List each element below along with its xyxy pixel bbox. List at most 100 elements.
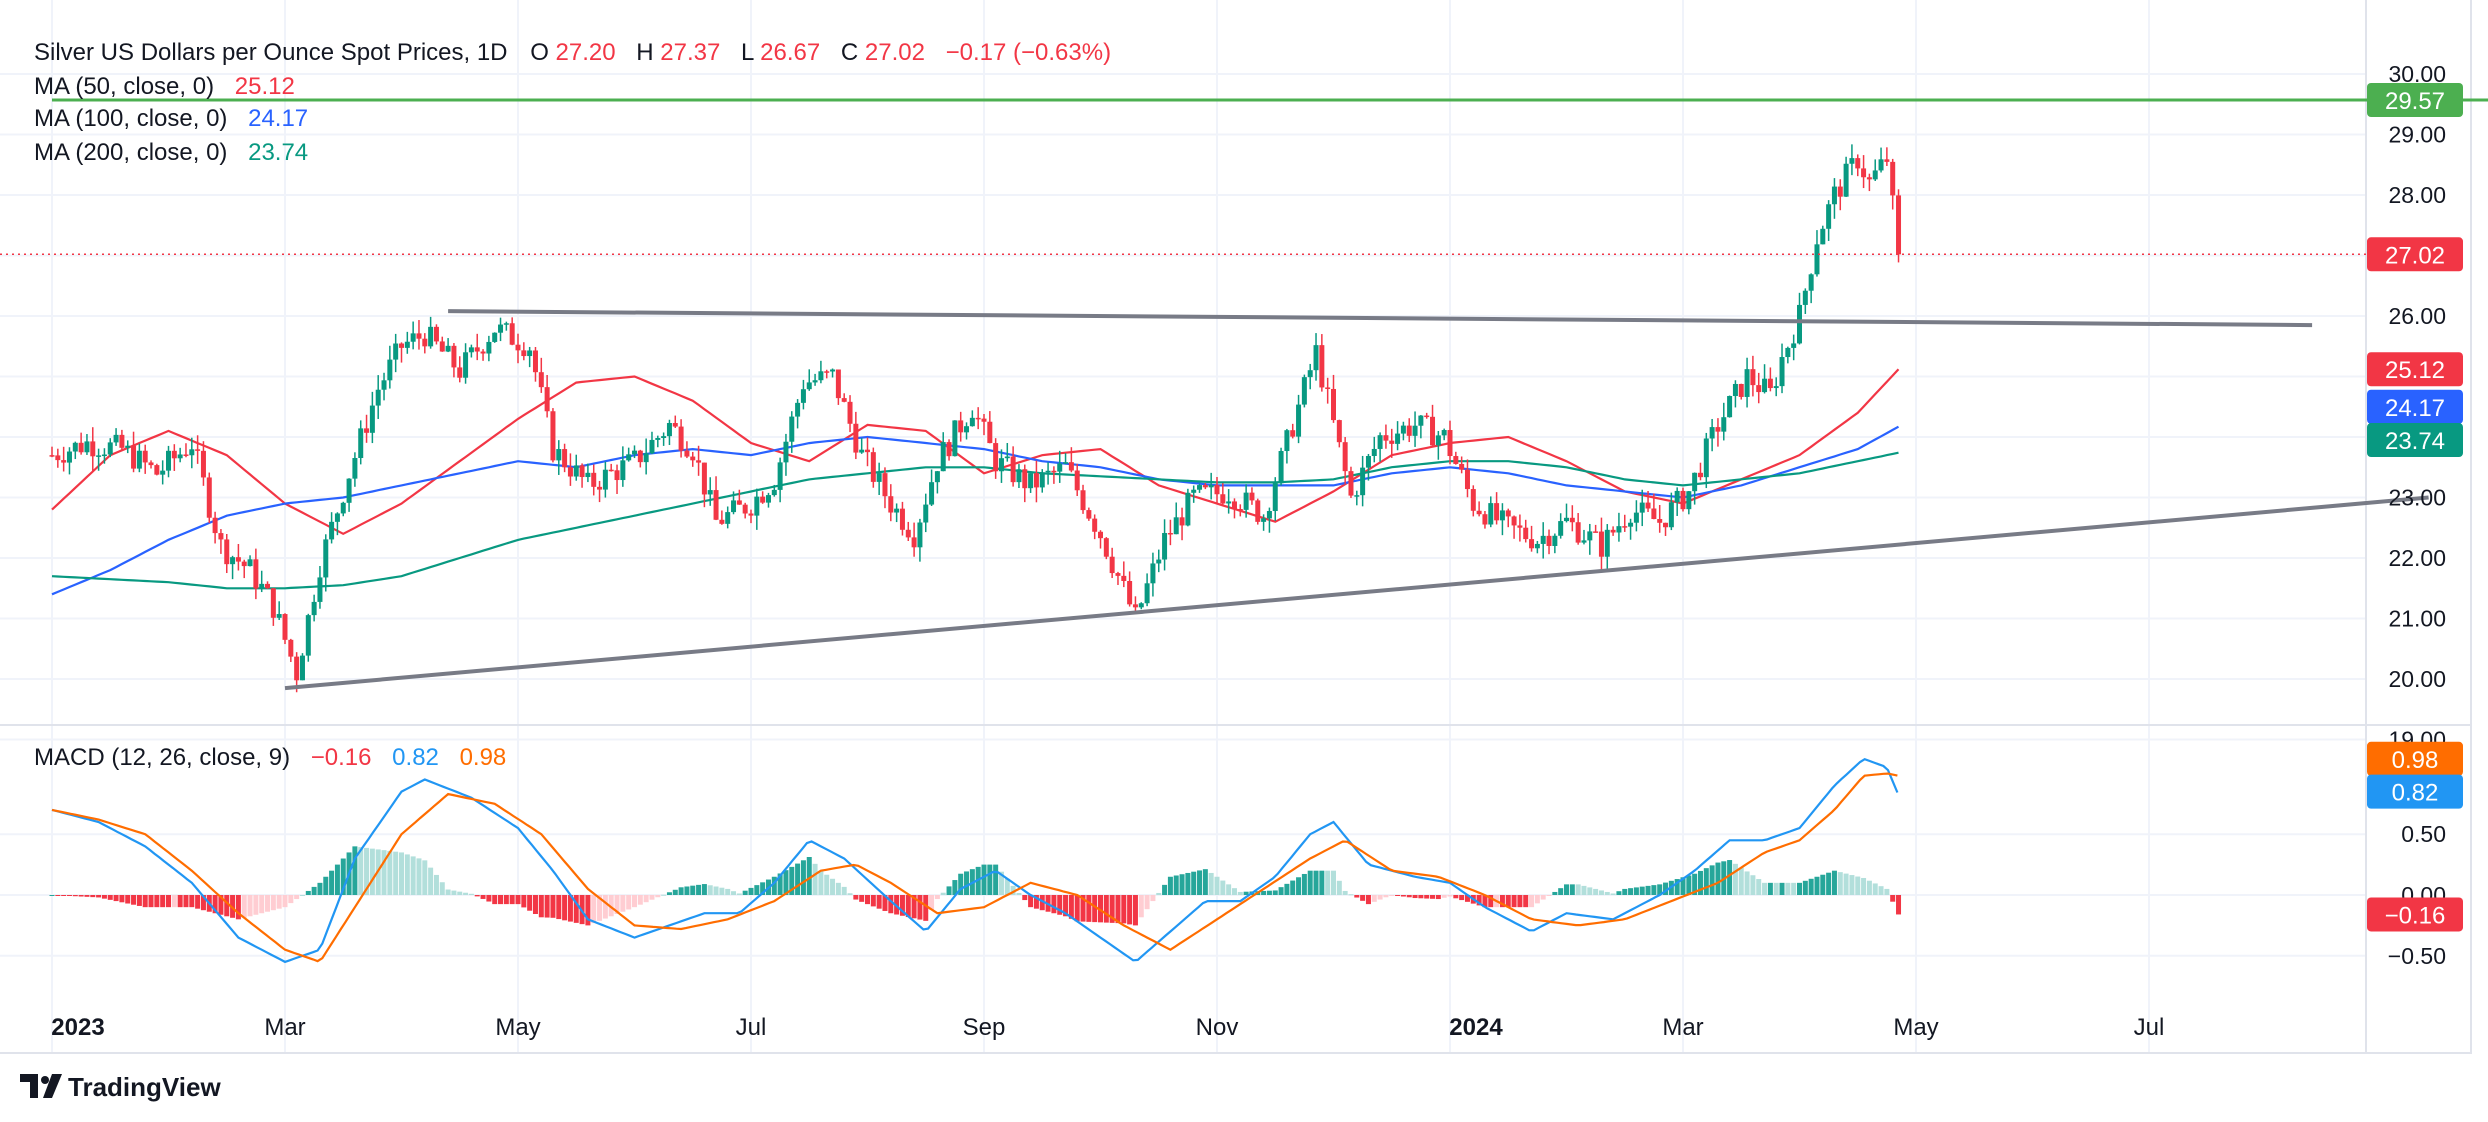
candle-body: [1744, 369, 1750, 397]
macd-histogram-bar: [1138, 895, 1144, 918]
macd-histogram-bar: [602, 895, 608, 919]
candle-body: [556, 449, 562, 461]
macd-histogram-bar: [1342, 890, 1348, 895]
ma50-badge-text: 25.12: [2385, 357, 2445, 384]
time-tick-label: May: [1893, 1014, 1938, 1041]
macd-histogram-bar: [486, 895, 492, 902]
candle-body: [1202, 485, 1208, 488]
candle-body: [451, 345, 457, 368]
macd-histogram-bar: [608, 895, 614, 917]
upper-trendline[interactable]: [448, 309, 2313, 328]
macd-histogram-bar: [329, 870, 335, 895]
candle-body: [544, 387, 550, 412]
macd-histogram-bar: [1226, 884, 1232, 895]
macd-histogram-bar: [1074, 895, 1080, 922]
candle-body: [1767, 378, 1773, 389]
symbol-title[interactable]: Silver US Dollars per Ounce Spot Prices,…: [34, 39, 1111, 66]
candle-body: [311, 601, 317, 616]
time-axis[interactable]: 2023 Mar May Jul Sep Nov 2024 Mar May Jul: [51, 1014, 2164, 1041]
candle-body: [771, 489, 777, 496]
candle-body: [1301, 377, 1307, 405]
candle-body: [1098, 531, 1103, 539]
macd-histogram-bar: [1511, 895, 1517, 908]
candle-body: [1639, 502, 1645, 513]
legend-ma200[interactable]: MA (200, close, 0) 23.74: [34, 139, 308, 166]
candle-body: [72, 442, 78, 452]
macd-histogram-bar: [1645, 885, 1651, 895]
macd-histogram-bar: [445, 889, 451, 895]
candle-body: [1884, 159, 1890, 162]
candle-body: [1464, 469, 1470, 490]
candle-body: [1150, 563, 1156, 584]
macd-histogram-bar: [847, 893, 853, 895]
macd-histogram: [49, 846, 1902, 926]
macd-histogram-bar: [1162, 884, 1168, 895]
legend-ma50[interactable]: MA (50, close, 0) 25.12: [34, 73, 295, 100]
legend-macd[interactable]: MACD (12, 26, close, 9) −0.16 0.82 0.98: [34, 744, 506, 771]
macd-histogram-bar: [795, 863, 801, 895]
macd-histogram-bar: [334, 864, 340, 895]
candle-body: [1115, 573, 1121, 576]
macd-histogram-bar: [632, 895, 637, 908]
candle-body: [294, 656, 300, 681]
macd-histogram-bar: [1406, 895, 1412, 898]
candle-body: [253, 559, 259, 589]
macd-histogram-bar: [585, 895, 591, 926]
macd-histogram-bar: [416, 858, 422, 895]
macd-histogram-bar: [1266, 890, 1272, 895]
ma200-badge-text: 23.74: [2385, 428, 2445, 455]
candle-body: [882, 473, 888, 497]
candle-body: [416, 333, 422, 339]
macd-histogram-bar: [964, 871, 970, 895]
macd-histogram-bar: [1622, 888, 1628, 895]
macd-histogram-bar: [1010, 885, 1016, 895]
ohlc-high-label: H: [636, 39, 653, 66]
legend-ma200-label: MA (200, close, 0): [34, 139, 227, 166]
candle-body: [358, 428, 364, 459]
macd-histogram-bar: [1732, 863, 1738, 895]
candle-body: [1837, 186, 1843, 197]
macd-histogram-bar: [276, 895, 282, 909]
macd-histogram-bar: [701, 884, 707, 895]
candle-body: [61, 460, 67, 463]
candle-body: [824, 371, 830, 373]
macd-histogram-bar: [1837, 872, 1843, 895]
candle-body: [1633, 512, 1639, 523]
lower-trendline[interactable]: [284, 495, 2429, 691]
macd-histogram-bar: [1453, 895, 1459, 899]
macd-histogram-bar: [1022, 895, 1028, 901]
candle-body: [1820, 228, 1826, 245]
macd-histogram-bar: [1861, 877, 1867, 895]
candle-body: [1022, 469, 1028, 489]
candle-body: [1226, 501, 1232, 504]
macd-histogram-bar: [865, 895, 870, 905]
tradingview-logo[interactable]: TradingView: [20, 1072, 221, 1102]
macd-histogram-bar: [1156, 892, 1162, 895]
macd-histogram-bar: [626, 895, 632, 910]
trend-lines[interactable]: [52, 98, 2488, 691]
candle-body: [1674, 490, 1680, 503]
macd-histogram-bar: [1278, 887, 1284, 895]
macd-histogram-bar: [853, 895, 859, 900]
candle-body: [1377, 435, 1383, 449]
macd-histogram-bar: [760, 882, 766, 895]
candle-body: [865, 449, 870, 453]
macd-histogram-bar: [1878, 886, 1884, 895]
macd-histogram-bar: [1866, 880, 1872, 895]
macd-histogram-bar: [1150, 895, 1156, 902]
ohlc-open-value: 27.20: [556, 39, 616, 66]
macd-histogram-bar: [818, 870, 824, 895]
macd-histogram-bar: [1686, 875, 1692, 895]
macd-histogram-bar: [282, 895, 288, 908]
macd-histogram-bar: [1348, 894, 1354, 896]
tradingview-logo-text: TradingView: [68, 1072, 221, 1102]
candle-body: [1109, 556, 1115, 574]
macd-axis[interactable]: 0.500.00−0.50: [2388, 821, 2446, 969]
macd-histogram-bar: [1261, 890, 1267, 895]
macd-histogram-bar: [666, 892, 672, 895]
candle-body: [637, 450, 643, 463]
candle-body: [1855, 158, 1861, 169]
legend-ma100[interactable]: MA (100, close, 0) 24.17: [34, 105, 308, 132]
macd-histogram-bar: [958, 873, 964, 895]
